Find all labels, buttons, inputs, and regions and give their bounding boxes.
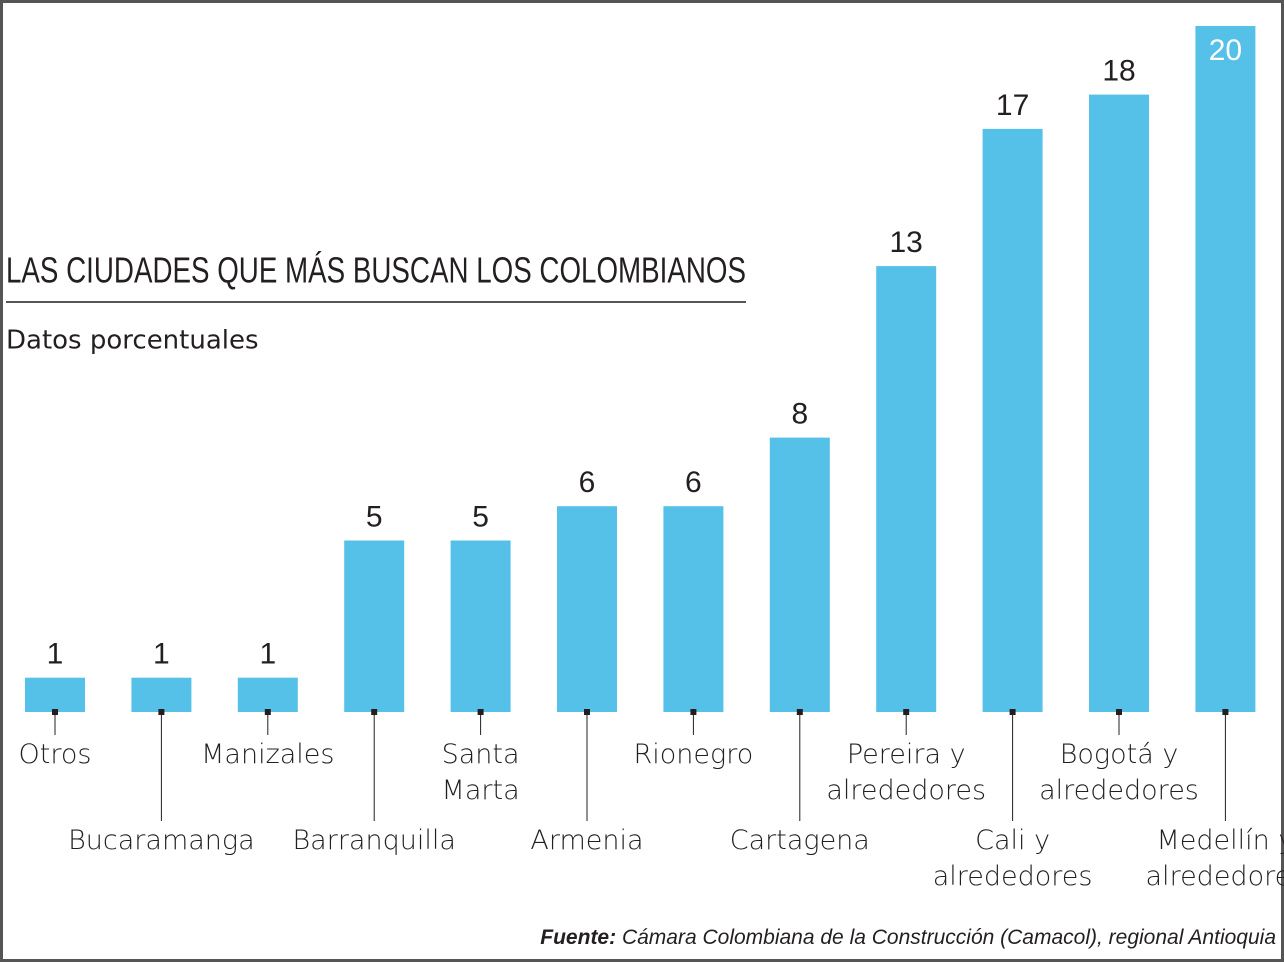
chart-subtitle: Datos porcentuales: [6, 326, 259, 356]
leader-dot: [1009, 709, 1016, 715]
leader-dot: [1116, 709, 1122, 715]
leader-dot: [796, 709, 803, 715]
bar: [237, 677, 298, 712]
bar: [557, 506, 617, 712]
bar: [982, 128, 1043, 712]
bar: [131, 677, 192, 712]
leader-dot: [158, 709, 165, 715]
source-text: Cámara Colombiana de la Construcción (Ca…: [622, 926, 1276, 949]
x-tick-label: Bucaramanga: [68, 825, 255, 856]
value-label: 18: [1102, 55, 1135, 88]
x-tick-label: Rionegro: [634, 739, 754, 770]
x-tick-label: Cartagena: [730, 825, 870, 856]
value-label: 8: [791, 398, 808, 431]
value-label: 6: [685, 466, 702, 499]
x-tick-label: Armenia: [530, 825, 643, 856]
leader-dot: [52, 709, 58, 715]
bar: [876, 266, 937, 712]
value-label: 20: [1209, 34, 1242, 67]
value-label: 17: [996, 89, 1029, 122]
bar: [1089, 94, 1149, 713]
leader-dot: [690, 709, 697, 715]
value-label: 1: [259, 638, 276, 671]
value-label: 5: [366, 500, 383, 533]
source-label: Fuente:: [540, 926, 616, 949]
value-label: 1: [47, 638, 64, 671]
x-tick-label: Santa Marta: [442, 739, 520, 806]
leader-dot: [903, 709, 910, 715]
leader-dot: [371, 709, 378, 715]
source: Fuente: Cámara Colombiana de la Construc…: [540, 926, 1276, 949]
x-tick-label: Manizales: [201, 739, 334, 770]
value-label: 13: [890, 226, 923, 259]
bar: [769, 437, 830, 712]
x-tick-label: Cali y alrededores: [933, 825, 1093, 892]
x-tick-label: Barranquilla: [293, 825, 456, 856]
bar: [450, 540, 511, 712]
value-label: 1: [153, 638, 170, 671]
leader-dot: [584, 709, 590, 715]
x-tick-label: Pereira y alrededores: [826, 739, 986, 806]
chart-title: LAS CIUDADES QUE MÁS BUSCAN LOS COLOMBIA…: [6, 250, 746, 291]
value-label: 5: [472, 500, 489, 533]
value-label: 6: [579, 466, 596, 499]
bar: [25, 677, 85, 712]
bar: [663, 506, 724, 712]
leader-dot: [477, 709, 484, 715]
leader-dot: [1222, 709, 1229, 715]
bar: [1195, 26, 1256, 712]
bar: [344, 540, 405, 712]
x-tick-label: Bogotá y alrededores: [1039, 739, 1199, 806]
x-tick-label: Otros: [19, 739, 92, 770]
leader-dot: [264, 709, 271, 715]
